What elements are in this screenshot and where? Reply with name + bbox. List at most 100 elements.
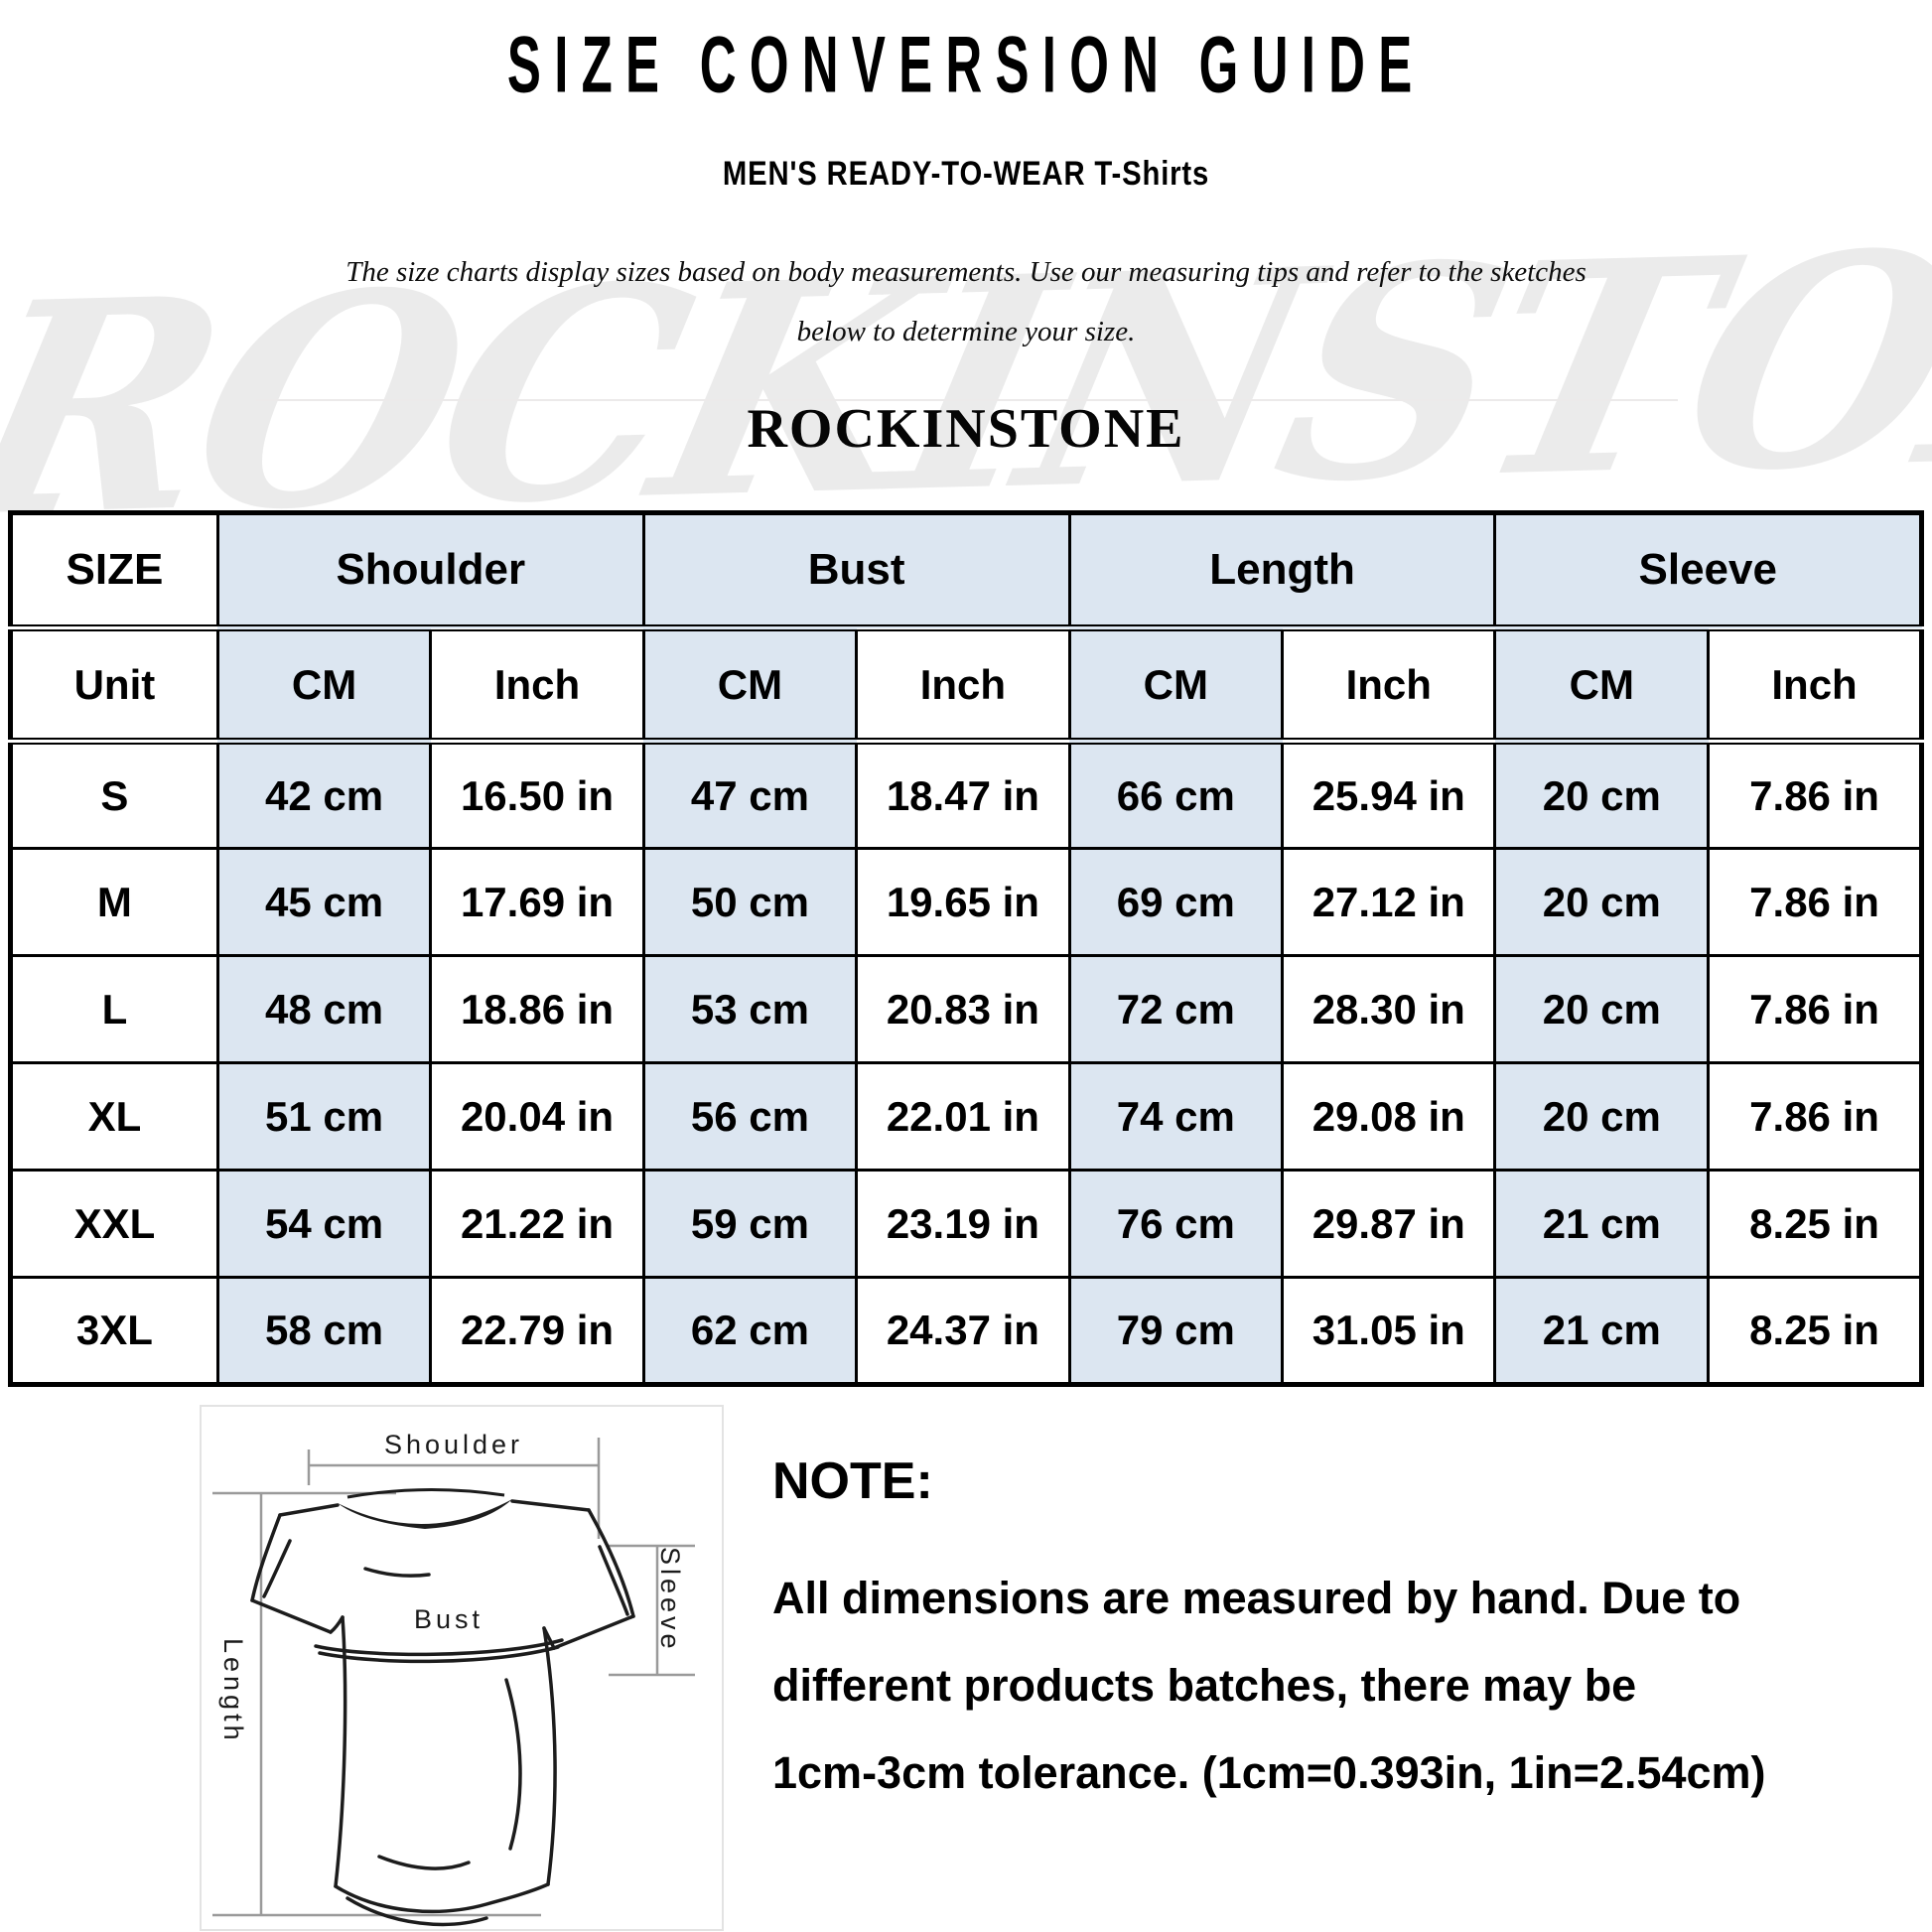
description-line-2: below to determine your size. xyxy=(796,316,1136,347)
value-cell: 76 cm xyxy=(1067,1169,1285,1279)
left-underarm xyxy=(329,1615,345,1634)
value-cell: 54 cm xyxy=(215,1169,433,1279)
diagram-shoulder-label: Shoulder xyxy=(384,1430,523,1459)
value-cell: 51 cm xyxy=(215,1061,433,1172)
brand-name: ROCKINSTONE xyxy=(747,398,1185,460)
value-cell: 79 cm xyxy=(1067,1276,1285,1386)
hem-fold xyxy=(345,1896,488,1927)
value-cell: 24.37 in xyxy=(855,1276,1071,1386)
value-cell: 7.86 in xyxy=(1707,954,1923,1064)
unit-cell: CM xyxy=(1067,626,1285,745)
value-cell: 8.25 in xyxy=(1707,1169,1923,1279)
size-label-cell: XXL xyxy=(9,1169,219,1279)
value-cell: 74 cm xyxy=(1067,1061,1285,1172)
value-cell: 20.04 in xyxy=(429,1061,645,1172)
table-row: L 48 cm 18.86 in 53 cm 20.83 in 72 cm 28… xyxy=(9,954,1923,1064)
size-label-cell: S xyxy=(9,740,219,850)
page-subtitle: MEN'S READY-TO-WEAR T-Shirts xyxy=(0,155,1932,194)
value-cell: 48 cm xyxy=(215,954,433,1064)
note-line: 1cm-3cm tolerance. (1cm=0.393in, 1in=2.5… xyxy=(772,1747,1766,1798)
page-title-text: SIZE CONVERSION GUIDE xyxy=(506,19,1426,110)
value-cell: 27.12 in xyxy=(1281,847,1497,957)
chest-wrinkle xyxy=(363,1567,431,1578)
value-cell: 47 cm xyxy=(641,740,859,850)
value-cell: 18.86 in xyxy=(429,954,645,1064)
header-shoulder: Shoulder xyxy=(215,511,645,631)
value-cell: 21 cm xyxy=(1493,1276,1711,1386)
value-cell: 58 cm xyxy=(215,1276,433,1386)
header-bust: Bust xyxy=(641,511,1071,631)
diagram-length-label: Length xyxy=(218,1638,248,1744)
value-cell: 20 cm xyxy=(1493,1061,1711,1172)
size-label-cell: 3XL xyxy=(9,1276,219,1386)
value-cell: 29.87 in xyxy=(1281,1169,1497,1279)
value-cell: 53 cm xyxy=(641,954,859,1064)
unit-cell: Inch xyxy=(855,626,1071,745)
value-cell: 42 cm xyxy=(215,740,433,850)
note-line: different products batches, there may be xyxy=(772,1660,1637,1711)
value-cell: 17.69 in xyxy=(429,847,645,957)
table-header-row: SIZE Shoulder Bust Length Sleeve xyxy=(9,511,1923,631)
hem-wrinkle-1 xyxy=(377,1855,471,1870)
right-sleeve-outer xyxy=(587,1508,635,1618)
page-title: SIZE CONVERSION GUIDE xyxy=(0,18,1932,110)
value-cell: 59 cm xyxy=(641,1169,859,1279)
left-sleeve-cuff xyxy=(250,1598,333,1634)
unit-cell: Inch xyxy=(1281,626,1497,745)
value-cell: 62 cm xyxy=(641,1276,859,1386)
value-cell: 25.94 in xyxy=(1281,740,1497,850)
value-cell: 50 cm xyxy=(641,847,859,957)
size-label-cell: M xyxy=(9,847,219,957)
value-cell: 7.86 in xyxy=(1707,740,1923,850)
value-cell: 20.83 in xyxy=(855,954,1071,1064)
header-sleeve: Sleeve xyxy=(1493,511,1923,631)
value-cell: 21.22 in xyxy=(429,1169,645,1279)
size-label-cell: L xyxy=(9,954,219,1064)
measurement-lines xyxy=(212,1438,695,1917)
value-cell: 28.30 in xyxy=(1281,954,1497,1064)
note-line: All dimensions are measured by hand. Due… xyxy=(772,1573,1741,1623)
diagram-bust-label: Bust xyxy=(414,1604,483,1634)
bust-line xyxy=(314,1638,564,1657)
value-cell: 7.86 in xyxy=(1707,847,1923,957)
value-cell: 45 cm xyxy=(215,847,433,957)
note-section: NOTE: All dimensions are measured by han… xyxy=(772,1451,1874,1817)
value-cell: 56 cm xyxy=(641,1061,859,1172)
tshirt-measurement-diagram: Shoulder Bust Length Sleeve xyxy=(200,1405,724,1931)
size-conversion-table: SIZE Shoulder Bust Length Sleeve Unit CM… xyxy=(8,510,1924,1387)
unit-cell: Inch xyxy=(1707,626,1923,745)
value-cell: 69 cm xyxy=(1067,847,1285,957)
sleeve-wrinkle xyxy=(598,1545,629,1616)
value-cell: 66 cm xyxy=(1067,740,1285,850)
value-cell: 18.47 in xyxy=(855,740,1071,850)
header-size: SIZE xyxy=(9,511,219,631)
body-wrinkle-right xyxy=(504,1678,522,1851)
hem-line xyxy=(334,1882,550,1914)
table-row: M 45 cm 17.69 in 50 cm 19.65 in 69 cm 27… xyxy=(9,847,1923,957)
value-cell: 8.25 in xyxy=(1707,1276,1923,1386)
left-body-side xyxy=(334,1615,347,1888)
diagram-sleeve-label: Sleeve xyxy=(655,1547,685,1653)
right-sleeve-cuff xyxy=(552,1614,635,1650)
value-cell: 16.50 in xyxy=(429,740,645,850)
table-unit-row: Unit CM Inch CM Inch CM Inch CM Inch xyxy=(9,626,1923,745)
unit-cell: CM xyxy=(641,626,859,745)
value-cell: 20 cm xyxy=(1493,740,1711,850)
unit-cell: Unit xyxy=(9,626,219,745)
value-cell: 20 cm xyxy=(1493,847,1711,957)
value-cell: 29.08 in xyxy=(1281,1061,1497,1172)
note-heading: NOTE: xyxy=(772,1452,933,1510)
right-shoulder-seam xyxy=(510,1499,591,1512)
collar-back-line xyxy=(346,1487,505,1499)
unit-cell: CM xyxy=(1493,626,1711,745)
tshirt-outline xyxy=(250,1499,635,1927)
sketch-frame xyxy=(200,1405,724,1931)
bust-line-2 xyxy=(318,1645,560,1664)
table-row: S 42 cm 16.50 in 47 cm 18.47 in 66 cm 25… xyxy=(9,740,1923,850)
collar-band xyxy=(338,1499,512,1529)
value-cell: 31.05 in xyxy=(1281,1276,1497,1386)
divider-line xyxy=(256,399,1678,401)
unit-cell: CM xyxy=(215,626,433,745)
table-row: XL 51 cm 20.04 in 56 cm 22.01 in 74 cm 2… xyxy=(9,1061,1923,1172)
table-row: 3XL 58 cm 22.79 in 62 cm 24.37 in 79 cm … xyxy=(9,1276,1923,1386)
